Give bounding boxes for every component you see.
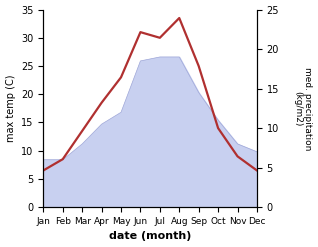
Y-axis label: max temp (C): max temp (C): [5, 75, 16, 142]
X-axis label: date (month): date (month): [109, 231, 191, 242]
Y-axis label: med. precipitation
(kg/m2): med. precipitation (kg/m2): [293, 67, 313, 150]
